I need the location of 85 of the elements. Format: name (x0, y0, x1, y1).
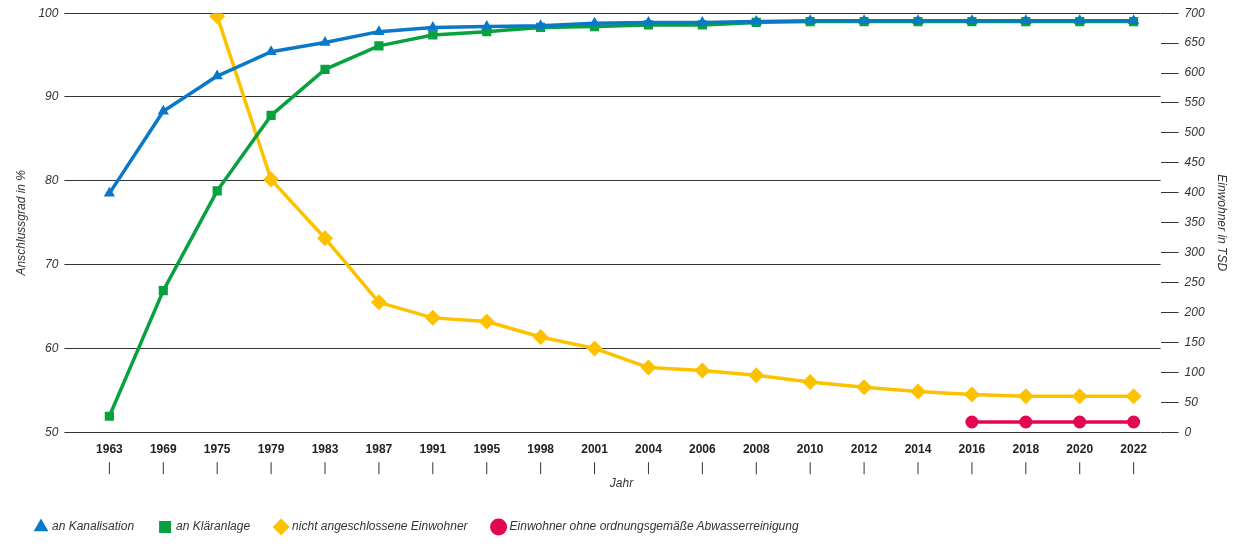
point (586, 340, 603, 357)
y2-tick-label: 150 (1184, 334, 1205, 349)
y2-tick-label: 650 (1184, 35, 1205, 50)
point (481, 20, 493, 30)
y2-tick-label: 50 (1184, 394, 1199, 409)
y2-tick-label: 200 (1183, 304, 1205, 319)
x-tick-label: 1998 (527, 441, 555, 456)
y2-tick-label: 500 (1184, 125, 1205, 140)
point (211, 69, 223, 80)
point (696, 15, 708, 26)
legend-label: Einwohner ohne ordnungsgemäße Abwasserreinigung (509, 519, 799, 534)
y2-tick-label: 550 (1184, 95, 1205, 110)
point (1125, 388, 1142, 405)
y-axis-title: Anschlussgrad in % (13, 169, 28, 277)
y2-tick-label: 450 (1184, 155, 1205, 170)
point (1127, 415, 1141, 429)
y-tick-label: 100 (38, 5, 59, 20)
y2-tick-label: 0 (1184, 424, 1192, 439)
x-tick-label: 2022 (1120, 441, 1148, 456)
y2-tick-label: 700 (1184, 5, 1205, 20)
point (428, 30, 438, 40)
point (266, 110, 276, 121)
x-tick-label: 1975 (203, 441, 231, 456)
x-tick-label: 1983 (311, 441, 339, 456)
point (158, 285, 168, 296)
x-tick-label: 1963 (96, 441, 124, 456)
y2-tick-label: 350 (1184, 215, 1205, 230)
point (103, 186, 116, 197)
x-tick-label: 2018 (1012, 441, 1040, 456)
y2-tick-label: 100 (1184, 364, 1205, 379)
point (588, 16, 601, 27)
point (856, 379, 873, 396)
x-tick-label: 1987 (365, 441, 393, 456)
x-tick-label: 1995 (473, 441, 501, 456)
point (212, 186, 222, 196)
x-tick-label: 2012 (850, 441, 878, 456)
point (478, 313, 495, 330)
point (1019, 415, 1033, 429)
y-tick-label: 70 (45, 256, 59, 271)
point (373, 25, 385, 35)
x-tick-label: 2006 (689, 441, 717, 456)
y2-tick-label: 300 (1184, 244, 1205, 259)
x-tick-label: 1969 (149, 441, 177, 456)
y-tick-label: 90 (45, 89, 59, 104)
point (642, 15, 655, 26)
x-axis-title: Jahr (608, 476, 635, 491)
point (1073, 415, 1087, 429)
y2-axis-title: Einwohner in TSD (1215, 174, 1230, 272)
legend-label: an Kläranlage (176, 519, 251, 534)
legend-label: nicht angeschlossene Einwohner (292, 519, 469, 534)
point (317, 230, 334, 247)
point (802, 373, 819, 390)
x-tick-label: 2016 (958, 441, 986, 456)
point (370, 294, 387, 311)
point (963, 386, 980, 403)
y2-tick-label: 250 (1183, 274, 1205, 289)
x-tick-label: 1991 (419, 441, 447, 456)
point (427, 20, 439, 31)
point (320, 64, 330, 74)
point (424, 309, 441, 326)
point (640, 359, 657, 376)
y-tick-label: 60 (45, 340, 59, 355)
x-tick-label: 2014 (904, 441, 932, 456)
x-tick-label: 2001 (581, 441, 609, 456)
point (694, 362, 711, 379)
x-tick-label: 2008 (742, 441, 770, 456)
x-tick-label: 2004 (635, 441, 663, 456)
point (532, 329, 549, 346)
y2-tick-label: 600 (1184, 65, 1205, 80)
point (263, 171, 280, 188)
y2-tick-label: 400 (1184, 185, 1205, 200)
legend-label: an Kanalisation (52, 519, 135, 534)
point (374, 41, 384, 51)
x-tick-label: 2010 (796, 441, 824, 456)
y-tick-label: 80 (45, 173, 59, 188)
point (319, 36, 331, 46)
point (965, 415, 979, 429)
point (104, 411, 114, 421)
point (748, 367, 765, 384)
point (909, 383, 926, 400)
y-tick-label: 50 (45, 424, 59, 439)
point (1071, 388, 1088, 405)
point (1017, 388, 1034, 405)
x-tick-label: 2020 (1066, 441, 1094, 456)
x-tick-label: 1979 (257, 441, 285, 456)
